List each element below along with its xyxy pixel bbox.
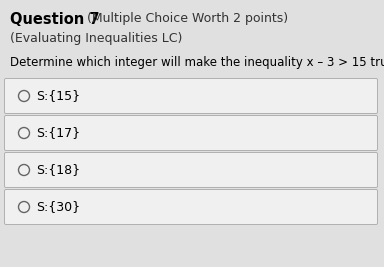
Text: (Multiple Choice Worth 2 points): (Multiple Choice Worth 2 points) (87, 12, 288, 25)
FancyBboxPatch shape (5, 152, 377, 187)
Text: S:{30}: S:{30} (36, 201, 80, 214)
Text: S:{17}: S:{17} (36, 127, 80, 139)
Circle shape (18, 128, 30, 139)
Circle shape (18, 91, 30, 101)
FancyBboxPatch shape (5, 116, 377, 151)
Circle shape (18, 164, 30, 175)
Text: S:{15}: S:{15} (36, 89, 80, 103)
Circle shape (18, 202, 30, 213)
FancyBboxPatch shape (5, 78, 377, 113)
Text: (Evaluating Inequalities LC): (Evaluating Inequalities LC) (10, 32, 182, 45)
Text: Determine which integer will make the inequality x – 3 > 15 true.: Determine which integer will make the in… (10, 56, 384, 69)
FancyBboxPatch shape (5, 190, 377, 225)
Text: Question 7: Question 7 (10, 12, 99, 27)
Text: S:{18}: S:{18} (36, 163, 80, 176)
